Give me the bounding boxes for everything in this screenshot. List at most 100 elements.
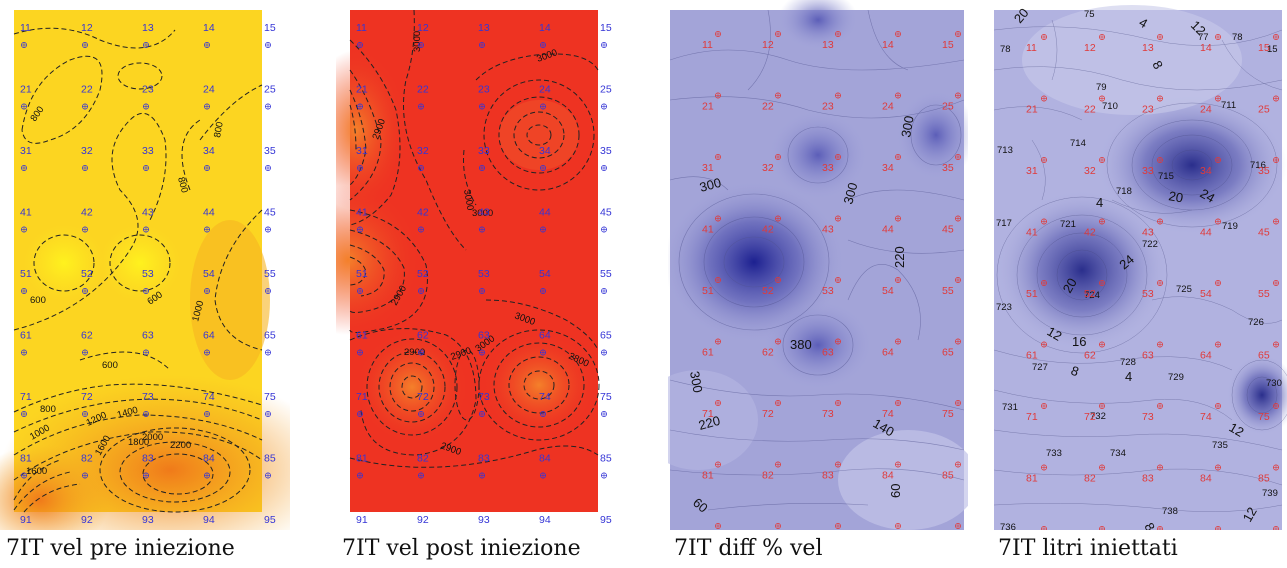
contour-label: 8 (1069, 363, 1081, 380)
grid-point-marker (540, 226, 546, 233)
light-zone (668, 370, 758, 470)
grid-point-marker (1215, 526, 1221, 530)
grid-point-label: 95 (600, 514, 612, 526)
grid-point-label: 61 (356, 330, 368, 342)
contour-label: 220 (697, 413, 722, 433)
grid-point-label: 93 (478, 514, 490, 526)
grid-point-label: 32 (81, 145, 93, 157)
grid-point-marker (1273, 218, 1279, 225)
grid-point-label: 53 (142, 268, 154, 280)
warm-zone (336, 185, 418, 335)
grid-point-marker (265, 165, 271, 171)
grid-point-label: 72 (762, 408, 774, 420)
grid-point-label: 73 (822, 408, 834, 420)
grid-point-label: 71 (20, 391, 32, 403)
grid-point-marker (955, 277, 961, 283)
grid-point-marker (82, 103, 88, 110)
grid-point-marker (540, 42, 546, 48)
grid-point-marker (1157, 95, 1163, 102)
grid-point-label: 52 (762, 285, 774, 297)
mid-zone (778, 0, 858, 50)
grid-point-marker (82, 42, 88, 48)
grid-point-label: 42 (417, 207, 429, 219)
contour-label: 4 (1125, 369, 1132, 384)
grid-point-label: 25 (1258, 104, 1270, 116)
grid-point-label: 11 (1026, 42, 1037, 54)
grid-point-label: 42 (81, 207, 93, 219)
grid-point-label: 91 (356, 514, 368, 526)
contour-label: 8 (1141, 520, 1158, 530)
grid-point-marker (1041, 280, 1047, 286)
grid-point-label: 71 (356, 391, 368, 403)
grid-point-label: 75 (264, 391, 276, 403)
grid-point-label: 25 (600, 84, 612, 96)
contour-label: 724 (1084, 290, 1100, 301)
grid-point-label: 45 (1258, 227, 1270, 239)
contour-label: 717 (996, 218, 1012, 229)
grid-point-marker (21, 288, 27, 294)
grid-point-marker (835, 338, 841, 345)
grid-point-label: 62 (1084, 350, 1096, 362)
grid-point-label: 31 (702, 162, 714, 174)
grid-point-marker (82, 472, 88, 479)
contour-label: 300 (698, 175, 723, 195)
grid-point-label: 35 (942, 162, 954, 174)
grid-point-marker (1215, 95, 1221, 102)
grid-point-marker (1099, 464, 1105, 471)
grid-point-marker (1099, 403, 1105, 409)
grid-point-label: 43 (1142, 227, 1154, 239)
grid-point-marker (418, 165, 424, 171)
grid-point-label: 23 (822, 101, 834, 113)
contour-map-post: 3000 3000 3000 2900 3000 3000 2900 3000 … (336, 9, 612, 526)
grid-point-marker (895, 92, 901, 99)
grid-point-marker (204, 411, 210, 417)
grid-point-label: 11 (702, 39, 713, 51)
grid-point-marker (1273, 280, 1279, 286)
grid-point-label: 83 (1142, 473, 1154, 485)
grid-point-label: 52 (417, 268, 429, 280)
contour-label: 79 (1096, 82, 1107, 93)
grid-point-label: 55 (600, 268, 612, 280)
grid-point-label: 15 (942, 39, 954, 51)
grid-point-label: 42 (762, 224, 774, 236)
grid-point-marker (1041, 34, 1047, 40)
grid-point-marker (479, 288, 485, 294)
grid-point-marker (715, 523, 721, 529)
grid-point-marker (1157, 403, 1163, 409)
grid-point-label: 63 (142, 330, 154, 342)
grid-point-label: 24 (882, 101, 894, 113)
grid-point-label: 91 (20, 514, 32, 526)
grid-point-marker (1215, 464, 1221, 471)
panel-caption: 7IT diff % vel (674, 536, 823, 561)
grid-point-marker (143, 42, 149, 48)
contour-lines (669, 9, 965, 511)
grid-point-marker (895, 31, 901, 37)
grid-point-marker (835, 31, 841, 37)
contour-label: 600 (30, 295, 46, 306)
grid-point-label: 14 (882, 39, 894, 51)
grid-point-marker (1157, 526, 1163, 530)
grid-point-marker (715, 400, 721, 406)
grid-point-label: 81 (20, 453, 32, 465)
contour-label: 12 (1227, 420, 1247, 440)
grid-point-marker (835, 154, 841, 160)
grid-point-label: 61 (1026, 350, 1038, 362)
grid-point-marker (540, 165, 546, 171)
grid-point-marker (540, 288, 546, 294)
grid-point-label: 22 (1084, 104, 1096, 116)
grid-point-marker (143, 349, 149, 356)
grid-point-marker (1099, 280, 1105, 286)
grid-point-label: 51 (356, 268, 368, 280)
grid-point-marker (715, 338, 721, 345)
grid-point-marker (1099, 95, 1105, 102)
grid-point-marker (479, 349, 485, 356)
panel-diff: 300 300 300 220 380 300 220 140 60 60 11… (668, 0, 968, 568)
grid-point-marker (21, 103, 27, 110)
grid-point-label: 75 (1258, 411, 1270, 423)
grid-point-label: 44 (539, 207, 551, 219)
grid-point-label: 64 (539, 330, 551, 342)
grid-point-marker (357, 411, 363, 417)
grid-point-label: 41 (1026, 227, 1038, 239)
grid-point-label: 23 (142, 84, 154, 96)
grid-point-marker (418, 411, 424, 417)
